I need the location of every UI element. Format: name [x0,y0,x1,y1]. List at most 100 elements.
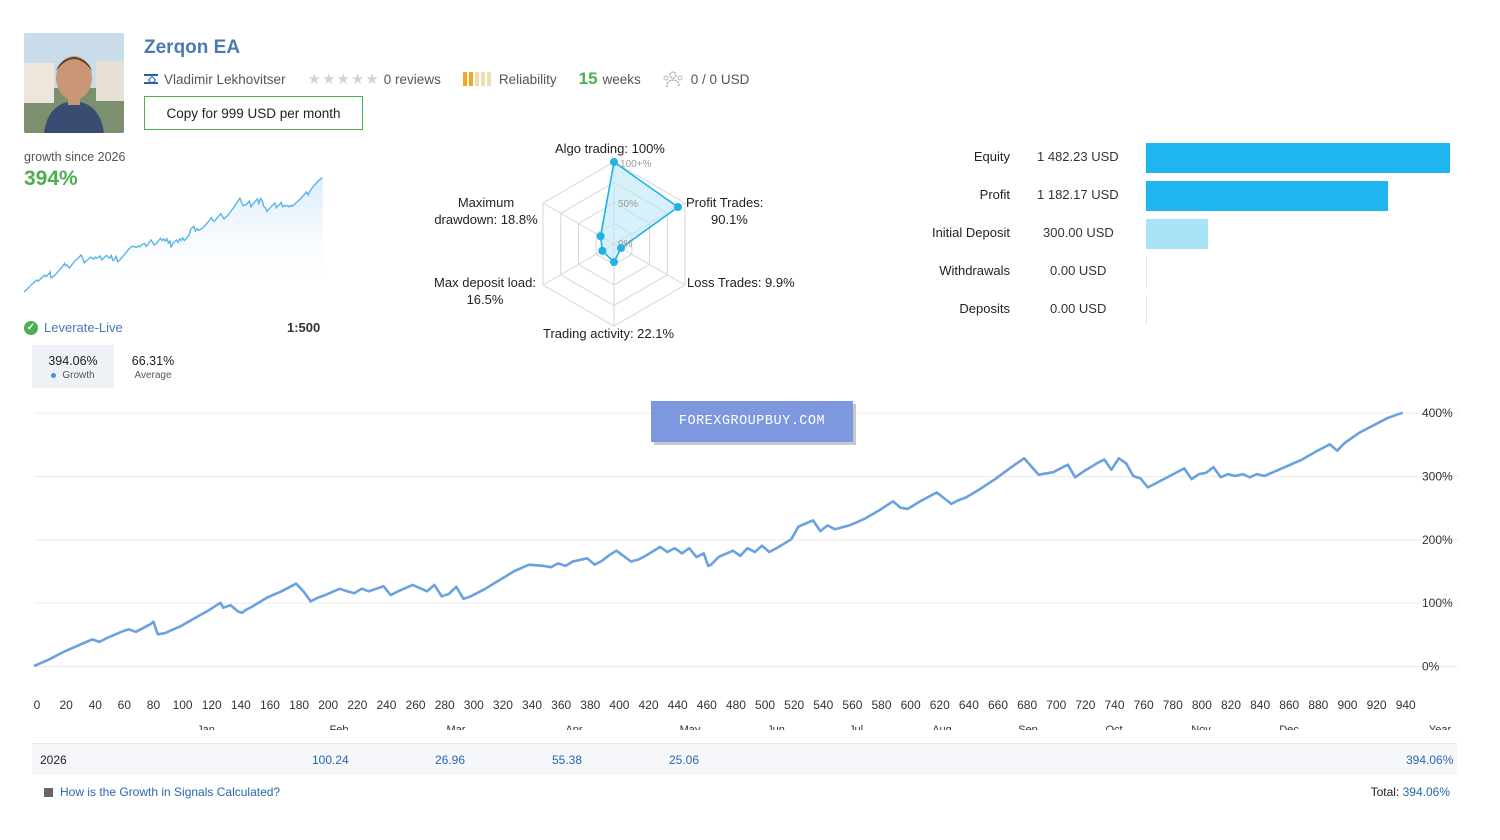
tab-average-value: 66.31% [131,354,175,368]
growth-calc-link-text[interactable]: How is the Growth in Signals Calculated? [60,785,281,799]
subscribers[interactable]: 0 / 0 USD [663,70,749,88]
x-tick-label: 220 [347,698,367,712]
stat-withdrawals-bar [1146,257,1147,287]
month-label: Sep [1018,724,1038,730]
reviews-count[interactable]: 0 reviews [383,71,441,87]
broker-name[interactable]: Leverate-Live [44,320,123,335]
x-tick-label: 20 [59,698,73,712]
x-tick-label: 480 [726,698,746,712]
radar-label-drawdown-line2: drawdown: 18.8% [434,212,538,227]
x-tick-label: 620 [930,698,950,712]
stat-equity-bar [1146,143,1450,173]
author[interactable]: Vladimir Lekhovitser [144,72,286,87]
month-label: Mar [447,724,466,730]
stat-withdrawals-label: Withdrawals [939,263,1010,278]
radar-chart: 100+% 50% 0% [542,158,686,327]
month-label: Nov [1191,724,1211,730]
stat-withdrawals-value: 0.00 USD [1050,263,1107,278]
radar-scale-0: 0% [618,239,633,250]
x-tick-label: 200 [318,698,338,712]
radar-label-load-line2: 16.5% [466,292,504,307]
growth-chart[interactable]: 0% 100% 200% 300% 400% 0 20 40 60 80 100 120 140 160… [0,400,1500,730]
year-returns-row: 2026 100.24 26.96 55.38 25.06 394.06% [32,743,1457,775]
growth-calc-link[interactable]: How is the Growth in Signals Calculated? [44,785,280,799]
tab-average[interactable]: 66.31% Average [118,345,188,388]
x-tick-label: 840 [1250,698,1270,712]
radar-label-load: Max deposit load: 16.5% [430,274,540,308]
reliability[interactable]: Reliability [462,71,557,87]
x-tick-label: 260 [406,698,426,712]
radar-label-drawdown: Maximum drawdown: 18.8% [430,194,542,228]
radar-label-load-line1: Max deposit load: [434,275,536,290]
radar-label-profit-line2: 90.1% [711,212,748,227]
broker[interactable]: ✓ Leverate-Live [24,320,123,335]
watermark: FOREXGROUPBUY.COM [651,401,853,442]
x-tick-label: 940 [1396,698,1416,712]
verified-check-icon: ✓ [24,320,38,335]
month-label: Jun [767,724,785,730]
radar-point [673,203,682,212]
stat-profit-bar [1146,181,1389,211]
chart-month-labels: Jan Feb Mar Apr May Jun Jul Aug Sep Oct Nov Dec Year [197,724,1451,730]
x-tick-label: 920 [1367,698,1387,712]
x-tick-label: 60 [118,698,132,712]
x-tick-label: 600 [901,698,921,712]
month-return-apr[interactable]: 55.38 [552,753,583,767]
year-label: 2026 [40,753,67,767]
x-tick-label: 720 [1075,698,1095,712]
x-tick-label: 640 [959,698,979,712]
growth-since-label: growth since 2026 [24,150,126,164]
x-tick-label: 120 [202,698,222,712]
weeks-count: 15 [578,69,598,88]
sparkline-area [24,177,324,296]
growth-value: 394% [24,167,78,190]
y-tick-label: 400% [1422,406,1453,420]
subscribers-icon [663,71,683,88]
year-return-total[interactable]: 394.06% [1406,753,1454,767]
radar-label-loss: Loss Trades: 9.9% [687,275,795,290]
x-tick-label: 540 [813,698,833,712]
sparkline-line [24,177,323,293]
month-return-feb[interactable]: 100.24 [312,753,349,767]
stat-deposits-value: 0.00 USD [1050,301,1107,316]
stat-equity-label: Equity [973,149,1010,164]
x-tick-label: 660 [988,698,1008,712]
reviews[interactable]: ★★★★★ 0 reviews [308,70,441,88]
year-axis-label: Year [1429,724,1452,730]
x-tick-label: 400 [609,698,629,712]
x-tick-label: 80 [147,698,161,712]
x-tick-label: 760 [1134,698,1154,712]
stat-profit-value: 1 182.17 USD [1037,187,1119,202]
x-tick-label: 780 [1163,698,1183,712]
x-tick-label: 520 [784,698,804,712]
author-avatar[interactable] [24,33,124,133]
reliability-label: Reliability [498,71,557,87]
radar-points [596,158,682,267]
x-tick-label: 820 [1221,698,1241,712]
chart-gridlines [34,412,1458,667]
x-tick-label: 160 [260,698,280,712]
x-tick-label: 880 [1308,698,1328,712]
tab-growth[interactable]: 394.06% Growth [32,345,114,388]
radar-point [610,258,618,267]
stat-initial-deposit-bar [1146,219,1208,249]
month-return-mar[interactable]: 26.96 [435,753,466,767]
y-tick-label: 0% [1422,660,1440,674]
month-label: May [680,724,701,730]
x-tick-label: 800 [1192,698,1212,712]
x-tick-label: 440 [668,698,688,712]
growth-series-line [33,411,1404,668]
x-tick-label: 100 [173,698,193,712]
copy-signal-button[interactable]: Copy for 999 USD per month [144,96,363,130]
x-tick-label: 680 [1017,698,1037,712]
x-tick-label: 380 [580,698,600,712]
month-return-may[interactable]: 25.06 [669,753,700,767]
radar-point [610,158,618,166]
x-tick-label: 580 [872,698,892,712]
chart-x-ticks: 0 20 40 60 80 100 120 140 160 180 200 220 240 260 280 3… [34,698,1416,712]
author-name[interactable]: Vladimir Lekhovitser [164,71,286,87]
signal-title[interactable]: Zerqon EA [144,37,241,58]
month-label: Dec [1279,724,1299,730]
tab-growth-label: Growth [62,370,95,381]
radar-scale-50: 50% [618,199,638,210]
